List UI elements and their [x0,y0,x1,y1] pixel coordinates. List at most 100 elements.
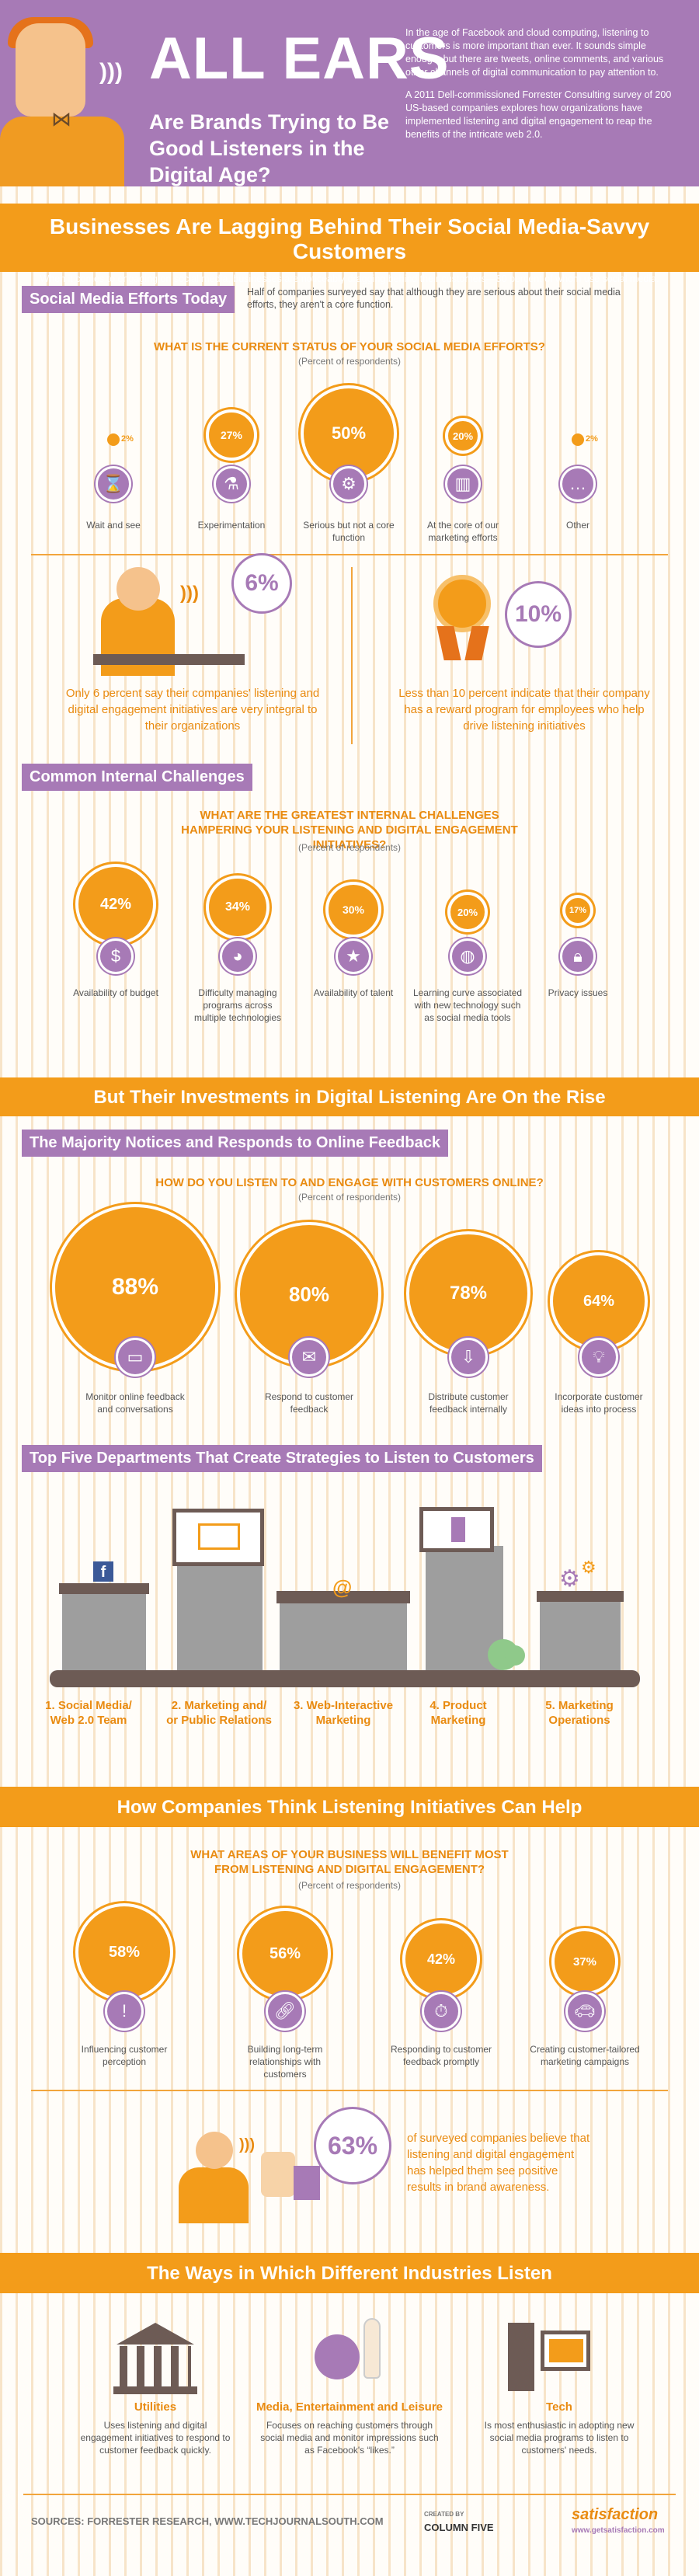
computer-tower-icon [508,2323,534,2391]
bubble-distribute: 78% [406,1231,530,1356]
question-sub-challenges: (Percent of respondents) [297,842,402,853]
dept-social-media: 1. Social Media/ Web 2.0 Team [45,1699,132,1727]
bowling-pin-icon [363,2318,381,2379]
tag-internal-challenges: Common Internal Challenges [22,764,252,791]
chat-icon: ✉ [290,1338,329,1377]
billboard-product-icon [419,1507,494,1552]
pct-respond-promptly: 42% [426,1951,456,1967]
question-sub-listen: (Percent of respondents) [297,1192,402,1203]
label-monitor: Monitor online feedback and conversation… [85,1391,185,1415]
facebook-icon: f [93,1561,113,1582]
bubble-wait-and-see [107,433,120,446]
computer-monitor-icon [541,2331,590,2371]
bubble-budget: 42% [75,864,156,945]
column-five-logo[interactable]: COLUMN FIVE [424,2522,494,2533]
gears-icon: ⚙ [559,1566,580,1592]
inbox-icon: ⇩ [449,1338,488,1377]
industry-utilities-title: Utilities [134,2400,177,2414]
globe-icon: ◍ [450,938,485,974]
building-marketing-ops [537,1591,624,1672]
tree-small-icon [505,1645,525,1666]
bubble-multiple-tech: 34% [206,875,270,939]
stat-10-percent-value: 10% [514,601,562,627]
satisfaction-url[interactable]: www.getsatisfaction.com [572,2526,665,2535]
label-wait-and-see: Wait and see [86,520,141,531]
stat-10-text: Less than 10 percent indicate that their… [398,687,650,733]
star-icon: ★ [336,938,371,974]
header-banner: ⋈ ))) ALL EARS Are Brands Trying to Be G… [0,0,699,186]
dept-product-marketing: 4. Product Marketing [429,1699,487,1727]
section1-banner: Businesses Are Lagging Behind Their Soci… [0,204,699,284]
ground-strip [50,1670,640,1687]
gear-small-icon: ⚙ [581,1558,596,1577]
tag-note-social-media: Half of companies surveyed say that alth… [247,287,621,310]
building-icon [116,2323,194,2345]
sound-waves-icon: ))) [180,583,199,604]
footer-sources: SOURCES: FORRESTER RESEARCH, WWW.TECHJOU… [31,2515,384,2527]
question-sub-benefit: (Percent of respondents) [297,1880,402,1891]
pct-campaigns: 37% [572,1955,597,1969]
pct-wait-and-see: 2% [121,434,134,444]
industry-tech-title: Tech [546,2400,572,2414]
label-budget: Availability of budget [73,987,158,998]
exclamation-icon: ! [105,1992,144,2031]
pct-multiple-tech: 34% [224,900,251,914]
industry-tech-desc: Is most enthusiastic in adopting new soc… [484,2420,635,2456]
stat-6-percent: 6% [231,553,292,614]
sleeve-shape [294,2166,320,2200]
tag-top-departments: Top Five Departments That Create Strateg… [22,1445,542,1472]
satisfaction-logo[interactable]: satisfaction [572,2506,659,2523]
columns-shape [120,2346,191,2386]
tag-majority-notices: The Majority Notices and Responds to Onl… [22,1130,448,1157]
dept-web-interactive: 3. Web-Interactive Marketing [293,1699,394,1727]
section3-banner-title: But Their Investments in Digital Listeni… [93,1087,606,1108]
industry-media-title: Media, Entertainment and Leisure [256,2400,443,2414]
question-benefit-areas-text: WHAT AREAS OF YOUR BUSINESS WILL BENEFIT… [190,1848,509,1876]
label-respond-promptly: Responding to customer feedback promptly [390,2044,492,2067]
label-privacy: Privacy issues [548,987,608,998]
pct-incorporate: 64% [582,1292,615,1310]
intro-paragraph-1: In the age of Facebook and cloud computi… [405,27,664,78]
pct-privacy: 17% [569,906,587,915]
pct-respond: 80% [288,1282,330,1306]
label-customer-perception: Influencing customer perception [81,2044,168,2067]
label-learning-curve: Learning curve associated with new techn… [412,987,523,1023]
footer-divider [23,2494,676,2495]
stat-10-percent: 10% [505,581,572,648]
pie-icon: ◕ [220,938,256,974]
page-title: ALL EARS [149,26,450,92]
stat-63-percent-value: 63% [327,2131,378,2160]
intro-paragraph-2: A 2011 Dell-commissioned Forrester Consu… [405,89,672,140]
pct-relationships: 56% [269,1944,301,1962]
stat-63-text: of surveyed companies believe that liste… [407,2132,590,2194]
desk-shape [93,654,245,665]
sound-waves-icon: ))) [99,59,123,85]
pct-experimentation: 27% [220,429,243,441]
label-experimentation: Experimentation [197,520,266,531]
question-sub-social-media: (Percent of respondents) [297,356,402,367]
created-by-label: CREATED BY [424,2511,464,2518]
section5-banner-title: The Ways in Which Different Industries L… [147,2263,552,2284]
stat-6-percent-value: 6% [245,570,279,596]
bubble-learning-curve: 20% [447,892,488,932]
vertical-divider [351,567,353,744]
link-icon: 🔗︎ [266,1992,304,2031]
ellipsis-icon: … [560,466,596,502]
tag-social-media-efforts: Social Media Efforts Today [22,286,235,313]
person-face-2 [196,2132,233,2169]
question-social-media-status: WHAT IS THE CURRENT STATUS OF YOUR SOCIA… [154,340,545,353]
label-respond: Respond to customer feedback [264,1391,354,1415]
bubble-incorporate: 64% [550,1252,648,1350]
bubble-relationships: 56% [239,1908,331,2000]
billboard-chart-icon [172,1509,264,1566]
label-other: Other [565,520,589,531]
bowtie-icon: ⋈ [51,107,71,131]
label-multiple-tech: Difficulty managing programs across mult… [193,987,282,1023]
pct-distribute: 78% [449,1283,488,1304]
thumbs-up-icon [261,2152,295,2197]
stat-6-text: Only 6 percent say their companies' list… [65,687,320,733]
person-head-shape [16,23,85,117]
building-social-media [59,1583,149,1672]
pct-learning-curve: 20% [457,906,478,918]
stat-63-percent: 63% [314,2107,391,2184]
